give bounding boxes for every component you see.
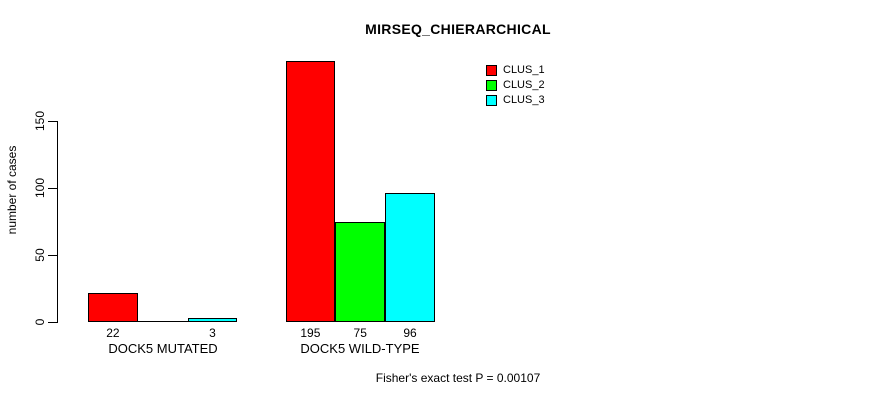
legend: CLUS_1 CLUS_2 CLUS_3 — [486, 63, 545, 108]
bar-clus-1-dock5-mutated — [88, 292, 138, 322]
legend-label: CLUS_3 — [503, 94, 545, 106]
y-axis-tick-label: 150 — [33, 110, 47, 132]
legend-label: CLUS_1 — [503, 64, 545, 76]
legend-swatch-clus-2 — [486, 80, 497, 91]
bar-clus-2-dock5-wild-type — [335, 221, 386, 322]
y-axis-line — [57, 121, 58, 323]
bar-clus-2-dock5-mutated-zero — [137, 321, 188, 322]
y-axis-tick — [48, 254, 57, 256]
y-axis-tick — [48, 120, 57, 122]
legend-item-clus-2: CLUS_2 — [486, 78, 545, 93]
y-axis-tick — [48, 321, 57, 323]
bar-value-label: 195 — [300, 326, 321, 340]
bar-value-label: 96 — [403, 326, 417, 340]
y-axis-tick-label: 0 — [33, 318, 47, 326]
bar-clus-3-dock5-mutated — [187, 317, 238, 322]
bar-clus-3-dock5-wild-type — [385, 193, 435, 322]
legend-label: CLUS_2 — [503, 79, 545, 91]
legend-item-clus-1: CLUS_1 — [486, 63, 545, 78]
bar-value-label: 75 — [353, 326, 367, 340]
bar-value-label: 22 — [106, 326, 120, 340]
x-group-label-dock5-wild-type: DOCK5 WILD-TYPE — [300, 341, 420, 356]
y-axis-tick — [48, 187, 57, 189]
bar-value-label: 3 — [209, 326, 216, 340]
y-axis-tick-label: 50 — [33, 248, 47, 262]
caption-fishers-test: Fisher's exact test P = 0.00107 — [375, 371, 541, 385]
y-axis-label: number of cases — [5, 145, 19, 235]
legend-swatch-clus-1 — [486, 65, 497, 76]
chart-title: MIRSEQ_CHIERARCHICAL — [365, 21, 551, 37]
legend-item-clus-3: CLUS_3 — [486, 93, 545, 108]
legend-swatch-clus-3 — [486, 95, 497, 106]
bar-clus-1-dock5-wild-type — [285, 60, 336, 322]
x-group-label-dock5-mutated: DOCK5 MUTATED — [108, 341, 218, 356]
y-axis-tick-label: 100 — [33, 177, 47, 199]
